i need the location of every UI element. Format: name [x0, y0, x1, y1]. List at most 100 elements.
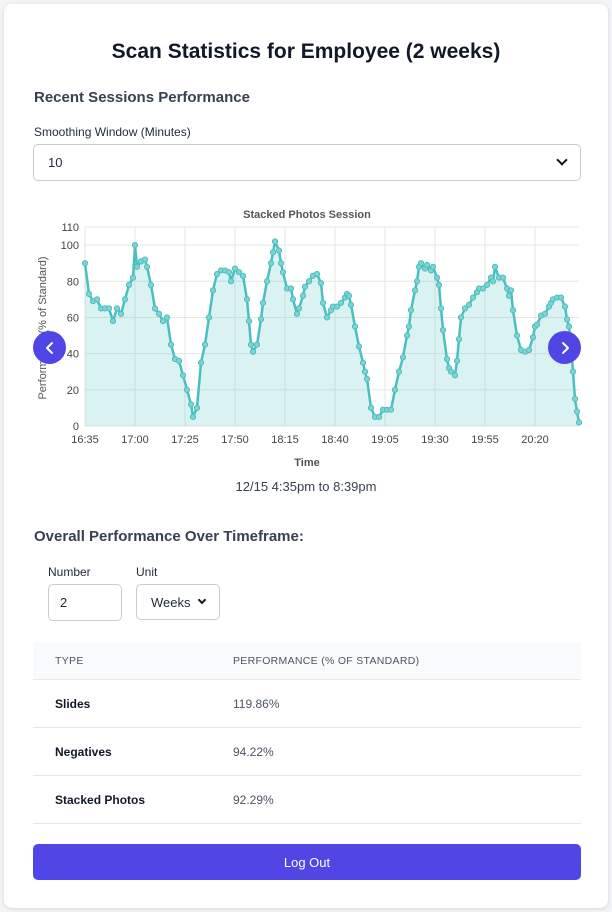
y-tick-label: 110 — [61, 222, 79, 234]
data-point — [479, 285, 487, 292]
data-point — [193, 404, 201, 412]
row-type: Stacked Photos — [55, 792, 146, 807]
data-point — [299, 292, 307, 299]
data-point — [411, 287, 419, 294]
data-point — [213, 270, 221, 278]
data-point — [429, 263, 437, 270]
y-tick-label: 100 — [61, 240, 79, 252]
data-point — [253, 341, 261, 348]
data-point — [113, 305, 121, 312]
y-tick-label: 20 — [67, 385, 79, 397]
logout-button[interactable]: Log Out — [33, 844, 581, 880]
row-performance: 94.22% — [233, 744, 274, 759]
main-card: Scan Statistics for Employee (2 weeks) R… — [4, 4, 608, 908]
data-point — [133, 263, 141, 270]
chart-y-ticks: 0 20 40 60 80 100 110 — [61, 222, 79, 433]
x-tick-label: 17:25 — [171, 434, 199, 446]
data-point — [93, 296, 101, 303]
chart-x-ticks: 16:35 17:00 17:25 17:50 18:15 18:40 19:05 19:30… — [71, 434, 549, 446]
data-point — [465, 301, 473, 308]
data-point — [279, 269, 287, 276]
data-point — [131, 241, 139, 249]
data-point — [277, 260, 285, 267]
data-point — [455, 336, 463, 343]
x-tick-label: 20:20 — [521, 434, 549, 446]
data-point — [243, 296, 251, 303]
data-point — [175, 357, 183, 364]
data-point — [313, 270, 321, 278]
data-point — [257, 316, 265, 323]
x-tick-label: 16:35 — [71, 434, 99, 446]
data-point — [387, 406, 395, 413]
chevron-left-icon — [45, 341, 53, 354]
overall-performance-title: Overall Performance Over Timeframe: — [34, 528, 304, 545]
unit-label: Unit — [136, 565, 158, 579]
data-point — [105, 305, 113, 312]
data-point — [249, 348, 257, 355]
chart-points — [81, 238, 583, 426]
x-tick-label: 19:55 — [471, 434, 499, 446]
y-tick-label: 0 — [73, 421, 79, 433]
data-point — [121, 296, 129, 303]
data-point — [573, 408, 581, 415]
data-point — [245, 317, 253, 325]
chart-title: Stacked Photos Session — [243, 209, 371, 221]
data-point — [289, 296, 297, 303]
data-point — [163, 314, 171, 321]
data-point — [81, 260, 89, 267]
data-point — [267, 260, 275, 267]
chart-prev-button[interactable] — [33, 331, 66, 364]
data-point — [263, 278, 271, 285]
data-point — [201, 341, 209, 348]
data-point — [575, 419, 583, 426]
data-point — [117, 310, 125, 317]
data-point — [513, 332, 521, 339]
number-input[interactable]: 2 — [48, 584, 122, 621]
number-label: Number — [48, 565, 91, 579]
data-point — [179, 372, 187, 379]
header-type: TYPE — [55, 654, 84, 667]
data-point — [509, 307, 517, 314]
performance-table: TYPE PERFORMANCE (% OF STANDARD) Slides … — [33, 642, 581, 824]
data-point — [227, 278, 235, 285]
row-type: Slides — [55, 696, 91, 711]
data-point — [269, 249, 277, 256]
unit-select[interactable]: Weeks — [136, 584, 220, 620]
data-point — [437, 305, 445, 312]
data-point — [259, 299, 267, 307]
y-tick-label: 40 — [67, 349, 79, 361]
data-point — [361, 368, 369, 375]
data-point — [147, 281, 155, 288]
data-point — [395, 368, 403, 375]
data-point — [167, 341, 175, 348]
x-tick-label: 19:05 — [371, 434, 399, 446]
data-point — [235, 269, 243, 276]
data-point — [129, 274, 137, 281]
data-point — [533, 321, 541, 328]
row-type: Negatives — [55, 744, 112, 759]
table-row: Negatives 94.22% — [33, 728, 581, 776]
data-point — [187, 401, 195, 408]
smoothing-select[interactable]: 10 — [33, 144, 581, 181]
data-point — [367, 404, 375, 412]
data-point — [391, 386, 399, 393]
page-title: Scan Statistics for Employee (2 weeks) — [111, 40, 501, 63]
data-point — [457, 314, 465, 321]
data-point — [271, 238, 279, 245]
data-point — [491, 263, 499, 270]
y-tick-label: 60 — [67, 312, 79, 324]
chart-ylabel: Performance (% of Standard) — [37, 256, 49, 399]
data-point — [319, 299, 327, 307]
chevron-down-icon — [556, 154, 568, 166]
chevron-right-icon — [561, 341, 569, 354]
data-point — [447, 368, 455, 375]
data-point — [505, 292, 513, 299]
chevron-down-icon — [197, 595, 207, 604]
data-point — [571, 395, 579, 402]
x-tick-label: 19:30 — [421, 434, 449, 446]
data-point — [443, 355, 451, 363]
data-point — [451, 372, 459, 379]
data-point — [275, 247, 283, 254]
chart-next-button[interactable] — [548, 331, 581, 364]
chart-svg: Stacked Photos Session Time 0 20 40 60 80 100… — [37, 209, 583, 469]
